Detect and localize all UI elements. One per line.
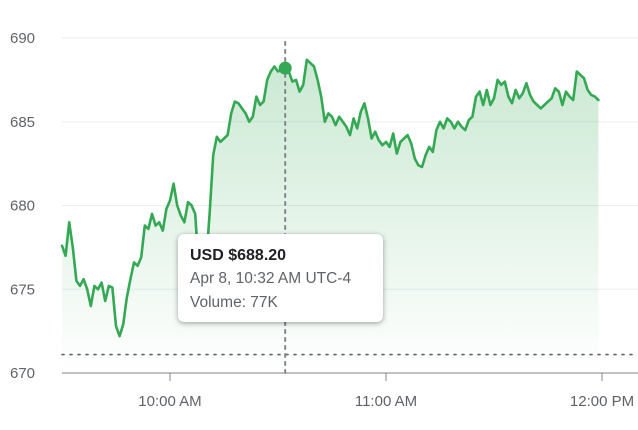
price-area-fill xyxy=(62,59,599,374)
y-axis: 670 675 680 685 690 xyxy=(10,30,35,382)
x-tick-label: 10:00 AM xyxy=(138,393,201,410)
y-tick-label: 675 xyxy=(10,281,35,298)
x-tick-label: 11:00 AM xyxy=(355,393,417,410)
tooltip-timestamp: Apr 8, 10:32 AM UTC-4 xyxy=(190,270,352,287)
x-tick-label: 12:00 PM xyxy=(570,393,634,410)
x-axis: 10:00 AM 11:00 AM 12:00 PM xyxy=(138,373,634,410)
y-tick-label: 685 xyxy=(10,114,35,131)
price-tooltip: USD $688.20 Apr 8, 10:32 AM UTC-4 Volume… xyxy=(178,234,383,322)
price-line[interactable] xyxy=(60,58,600,338)
tooltip-volume: Volume: 77K xyxy=(190,294,278,311)
y-tick-label: 680 xyxy=(10,198,35,215)
tooltip-price: USD $688.20 xyxy=(190,247,287,264)
hover-point[interactable] xyxy=(278,61,292,75)
y-tick-label: 690 xyxy=(10,30,35,47)
y-tick-label: 670 xyxy=(10,365,35,382)
